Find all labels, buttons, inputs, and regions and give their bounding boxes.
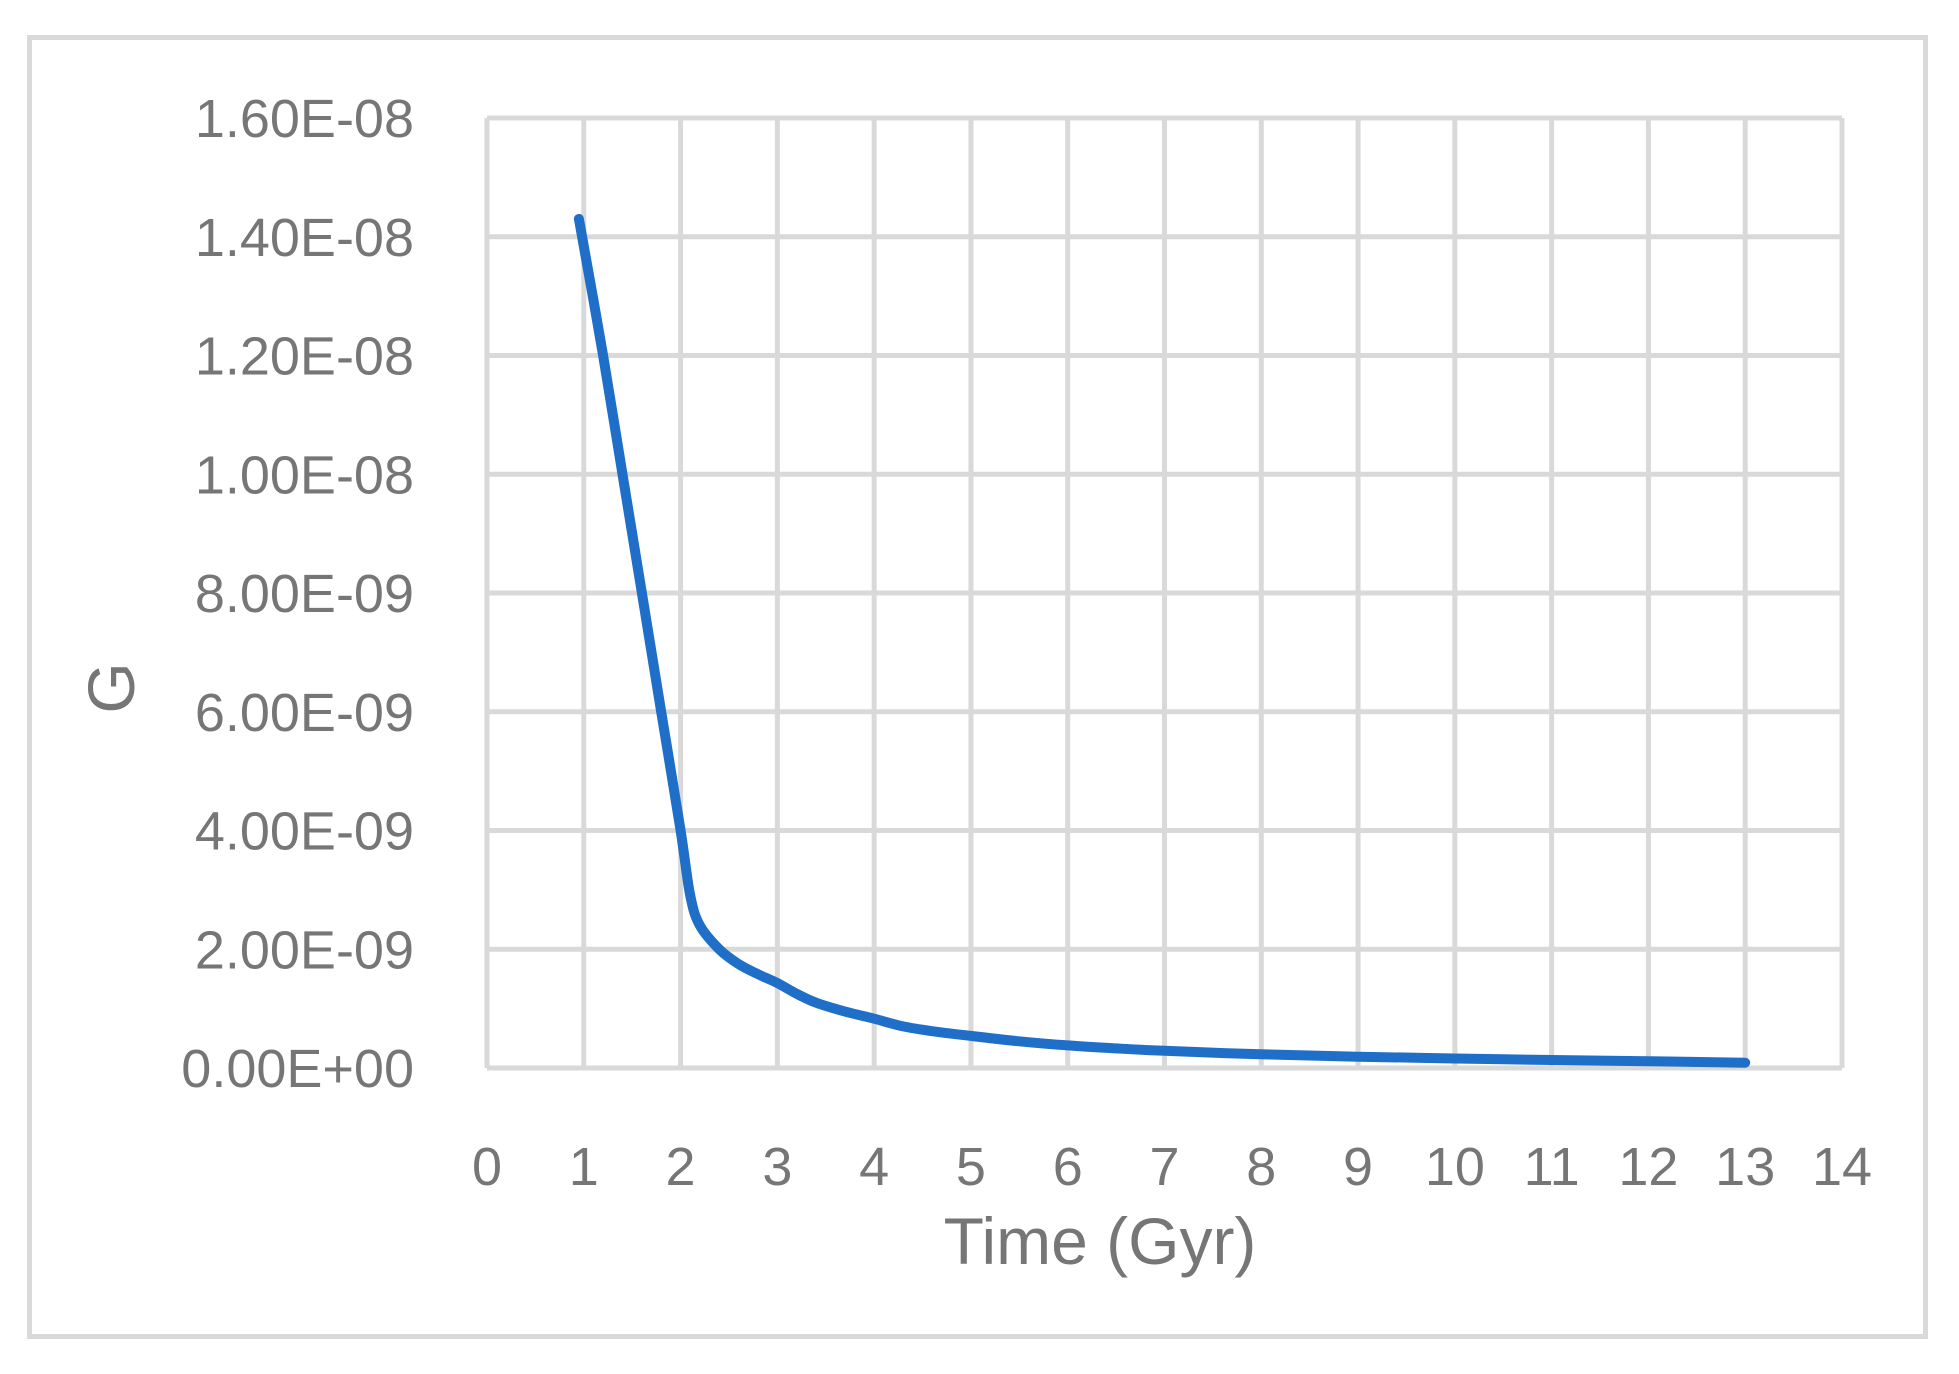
x-tick-label: 10 [1425,1137,1485,1197]
x-axis-title: Time (Gyr) [944,1204,1257,1278]
x-tick-label: 11 [1524,1137,1580,1197]
x-tick-label: 8 [1246,1137,1276,1197]
y-tick-label: 1.40E-08 [195,208,414,268]
y-tick-label: 2.00E-09 [195,920,414,980]
x-tick-label: 0 [472,1137,502,1197]
x-tick-label: 5 [956,1137,986,1197]
y-axis-title: G [74,662,148,713]
y-tick-label: 0.00E+00 [181,1039,414,1099]
x-tick-label: 9 [1343,1137,1373,1197]
grid [484,115,1845,1071]
x-tick-label: 7 [1149,1137,1179,1197]
series-line [573,213,1751,1068]
y-axis-tick-labels: 0.00E+00 2.00E-09 4.00E-09 6.00E-09 8.00E-09… [181,89,414,1099]
x-tick-label: 12 [1618,1137,1678,1197]
y-tick-label: 1.20E-08 [195,327,414,387]
chart-frame [27,35,1928,1339]
series-layer [573,213,1751,1068]
x-tick-label: 13 [1715,1137,1775,1197]
x-tick-label: 3 [762,1137,792,1197]
y-tick-label: 6.00E-09 [195,683,414,743]
x-tick-label: 14 [1812,1137,1872,1197]
x-tick-label: 4 [859,1137,889,1197]
x-tick-label: 6 [1053,1137,1083,1197]
y-tick-label: 4.00E-09 [195,802,414,862]
x-tick-label: 2 [666,1137,696,1197]
x-tick-label: 1 [569,1137,599,1197]
y-tick-label: 1.00E-08 [195,445,414,505]
x-axis-tick-labels: 0 1 2 3 4 5 6 7 8 9 10 11 12 13 14 [472,1137,1872,1197]
y-tick-label: 1.60E-08 [195,89,414,149]
y-tick-label: 8.00E-09 [195,564,414,624]
